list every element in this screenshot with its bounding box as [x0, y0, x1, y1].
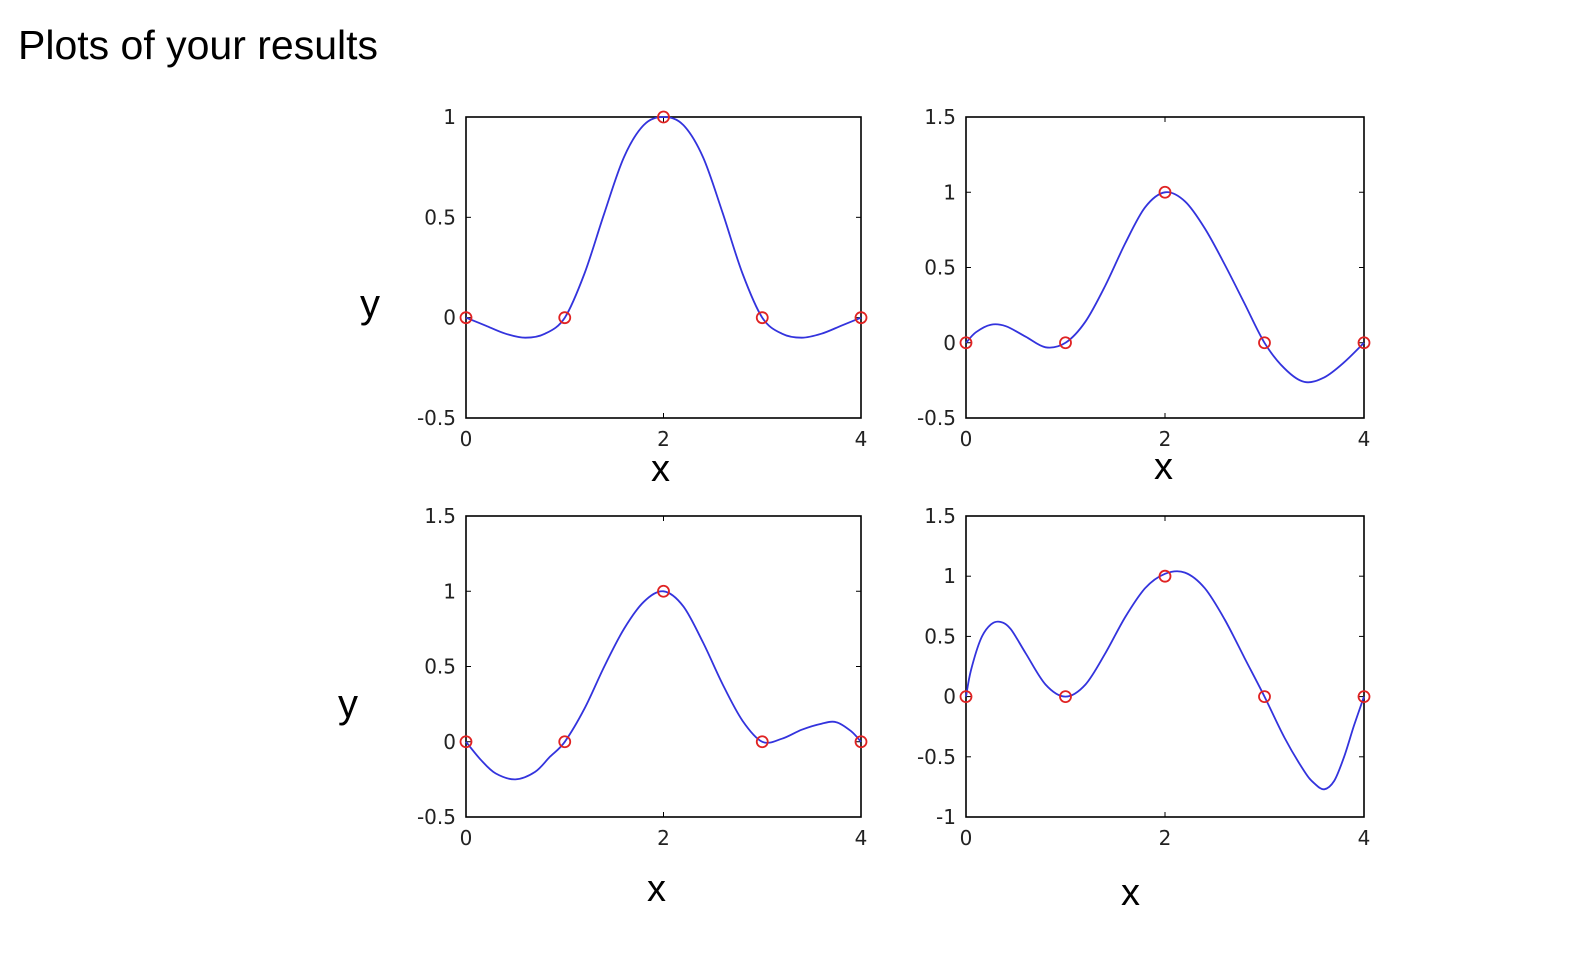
data-point-marker	[657, 110, 670, 124]
plot-1: -0.500.510 2 4	[417, 105, 868, 451]
interpolated-curve	[965, 570, 1365, 791]
data-point-marker	[1357, 336, 1371, 350]
data-point-marker	[1357, 690, 1371, 703]
data-point-marker	[1258, 690, 1271, 703]
plot-frame	[965, 515, 1365, 818]
x-tick-label: 4	[1358, 826, 1371, 850]
data-point-marker	[755, 311, 769, 325]
y-tick-label: -0.5	[917, 406, 956, 430]
x-axis-label-plot-3: x	[647, 868, 666, 910]
x-axis-label-plot-2: x	[1154, 446, 1173, 488]
interpolated-curve	[465, 590, 862, 781]
interpolated-curve	[965, 191, 1365, 384]
plot-frame	[965, 116, 1365, 419]
x-tick-label: 2	[657, 826, 670, 850]
y-tick-label: -0.5	[917, 745, 956, 769]
y-tick-label: 1	[443, 105, 456, 129]
data-point-marker	[459, 311, 473, 325]
y-tick-label: 0.5	[424, 205, 456, 229]
data-point-marker	[1158, 569, 1172, 583]
data-point-marker	[1158, 185, 1172, 199]
y-tick-label: 1.5	[924, 105, 956, 129]
x-tick-label: 4	[1358, 427, 1371, 451]
plot-4: -1 -0.5 0 0.5 1 1.5 0 2 4	[917, 504, 1371, 850]
data-point-marker	[558, 735, 572, 749]
data-point-marker	[854, 311, 868, 325]
x-tick-label: 2	[1159, 826, 1172, 850]
y-tick-label: -1	[936, 805, 956, 829]
y-axis-label-plot-1: y	[360, 282, 380, 326]
y-axis-label-plot-3: y	[338, 682, 358, 726]
y-tick-label: 1	[943, 564, 956, 588]
y-tick-label: 0	[443, 730, 456, 754]
x-tick-label: 4	[855, 427, 868, 451]
data-point-marker	[959, 336, 973, 350]
x-tick-label: 4	[855, 826, 868, 850]
y-tick-label: -0.5	[417, 805, 456, 829]
data-point-marker	[1258, 336, 1271, 350]
y-tick-label: 0	[443, 306, 456, 330]
y-tick-label: 0	[943, 685, 956, 709]
x-tick-label: 0	[960, 826, 973, 850]
interpolated-curve	[465, 116, 862, 339]
data-point-marker	[959, 690, 973, 703]
y-tick-label: -0.5	[417, 406, 456, 430]
plot-2: -0.500.511.50 2 4	[917, 105, 1371, 451]
y-tick-label: 0	[943, 331, 956, 355]
plot-frame	[465, 116, 862, 419]
plot-3: -0.500.511.50 2 4	[417, 504, 868, 850]
data-point-marker	[459, 735, 473, 749]
y-tick-label: 1	[443, 579, 456, 603]
x-tick-label: 0	[960, 427, 973, 451]
x-tick-label: 2	[657, 427, 670, 451]
y-tick-label: 0.5	[424, 655, 456, 679]
data-point-marker	[657, 584, 670, 598]
y-tick-label: 1.5	[424, 504, 456, 528]
x-axis-label-plot-4: x	[1121, 872, 1140, 914]
x-tick-label: 0	[460, 427, 473, 451]
x-axis-label-plot-1: x	[651, 448, 670, 490]
x-tick-label: 0	[460, 826, 473, 850]
y-tick-label: 1	[943, 180, 956, 204]
data-point-marker	[854, 735, 868, 749]
data-point-marker	[558, 311, 572, 325]
plot-frame	[465, 515, 862, 818]
data-point-marker	[755, 735, 769, 749]
y-tick-label: 1.5	[924, 504, 956, 528]
y-tick-label: 0.5	[924, 256, 956, 280]
y-tick-label: 0.5	[924, 624, 956, 648]
page-title: Plots of your results	[18, 22, 379, 68]
x-tick-label: 2	[1159, 427, 1172, 451]
data-point-marker	[1059, 690, 1072, 703]
data-point-marker	[1059, 336, 1072, 350]
